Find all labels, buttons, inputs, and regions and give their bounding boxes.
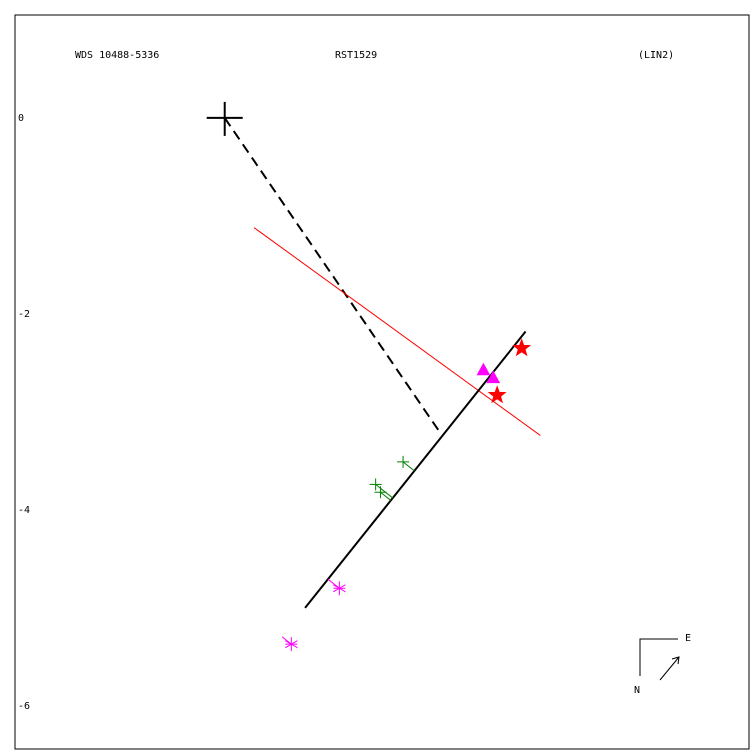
- observation: [476, 362, 491, 376]
- compass: [639, 638, 680, 681]
- observation: [397, 455, 410, 468]
- compass-north: N: [634, 685, 640, 696]
- residual: [380, 491, 392, 501]
- compass-arrow: [659, 656, 680, 681]
- observation: [512, 338, 532, 357]
- residual: [375, 484, 394, 499]
- residual: [402, 461, 415, 472]
- triangle-marker: [486, 370, 501, 384]
- orbit-line: [223, 117, 441, 433]
- observation: [374, 486, 387, 499]
- y-tick-label: -6: [18, 701, 30, 712]
- observation: [285, 637, 298, 652]
- compass-arrowhead: [671, 656, 680, 665]
- star-marker: [487, 385, 507, 404]
- annotation: (LIN2): [638, 50, 674, 61]
- observation: [333, 581, 346, 596]
- compass-axes: [639, 638, 678, 676]
- observation: [487, 385, 507, 404]
- y-tick-label: -4: [18, 505, 30, 516]
- star-marker: [512, 338, 532, 357]
- chart-subtitle: RST1529: [335, 50, 377, 61]
- observation: [369, 478, 382, 491]
- y-tick-label: -2: [18, 309, 30, 320]
- orbit-line: [304, 330, 527, 609]
- observation: [486, 370, 501, 384]
- plot-frame: [14, 14, 750, 750]
- y-tick-label: 0: [18, 113, 24, 124]
- primary-star: [206, 101, 243, 136]
- chart-title: WDS 10488-5336: [75, 50, 159, 61]
- triangle-marker: [476, 362, 491, 376]
- compass-east: E: [685, 633, 691, 644]
- orbit-line: [253, 227, 541, 436]
